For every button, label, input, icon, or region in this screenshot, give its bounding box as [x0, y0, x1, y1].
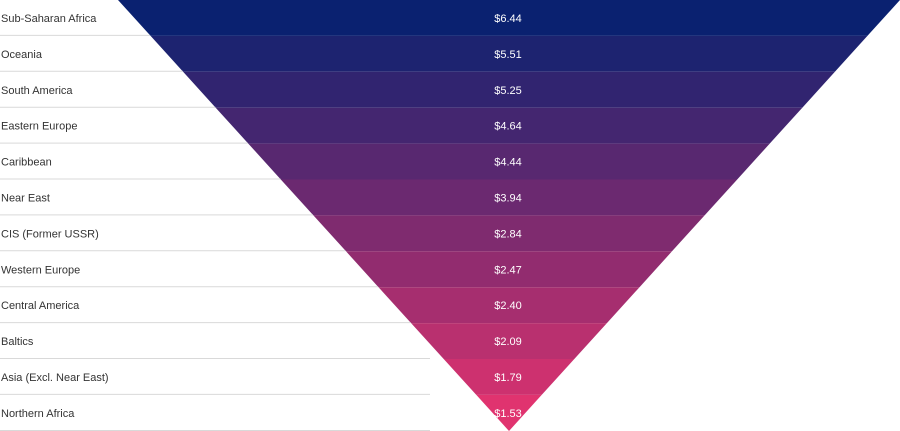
value-label: $2.47: [494, 264, 522, 276]
category-label: South America: [1, 85, 73, 97]
funnel-bands: [118, 0, 900, 431]
funnel-band: [378, 287, 640, 324]
value-label: $3.94: [494, 192, 522, 204]
category-label: Asia (Excl. Near East): [1, 372, 109, 384]
funnel-band: [118, 0, 900, 36]
funnel-band: [346, 251, 672, 288]
funnel-band: [476, 394, 542, 431]
category-label: Central America: [1, 300, 80, 312]
funnel-band: [313, 215, 705, 252]
category-label: Western Europe: [1, 264, 80, 276]
category-label: Northern Africa: [1, 408, 75, 420]
funnel-band: [150, 35, 868, 72]
category-label: Eastern Europe: [1, 121, 77, 133]
category-label: Sub-Saharan Africa: [1, 13, 97, 25]
value-label: $2.84: [494, 228, 522, 240]
category-label: Oceania: [1, 49, 43, 61]
value-label: $4.44: [494, 157, 522, 169]
funnel-band: [183, 71, 835, 108]
value-label: $4.64: [494, 121, 522, 133]
value-label: $1.79: [494, 372, 522, 384]
value-label: $1.53: [494, 408, 522, 420]
funnel-band: [280, 179, 738, 216]
value-label: $6.44: [494, 13, 522, 25]
value-label: $5.25: [494, 85, 522, 97]
category-label: CIS (Former USSR): [1, 228, 99, 240]
category-label: Near East: [1, 192, 50, 204]
category-label: Baltics: [1, 336, 34, 348]
funnel-band: [443, 359, 575, 395]
funnel-band: [215, 107, 803, 144]
category-labels: Sub-Saharan Africa Oceania South America Ea…: [1, 13, 109, 420]
value-labels: $6.44 $5.51 $5.25 $4.64 $4.44 $3.94 $2.84 $2.47…: [494, 13, 522, 420]
funnel-band: [248, 143, 770, 180]
value-label: $2.09: [494, 336, 522, 348]
value-label: $2.40: [494, 300, 522, 312]
funnel-band: [411, 323, 607, 359]
value-label: $5.51: [494, 49, 522, 61]
category-label: Caribbean: [1, 157, 52, 169]
